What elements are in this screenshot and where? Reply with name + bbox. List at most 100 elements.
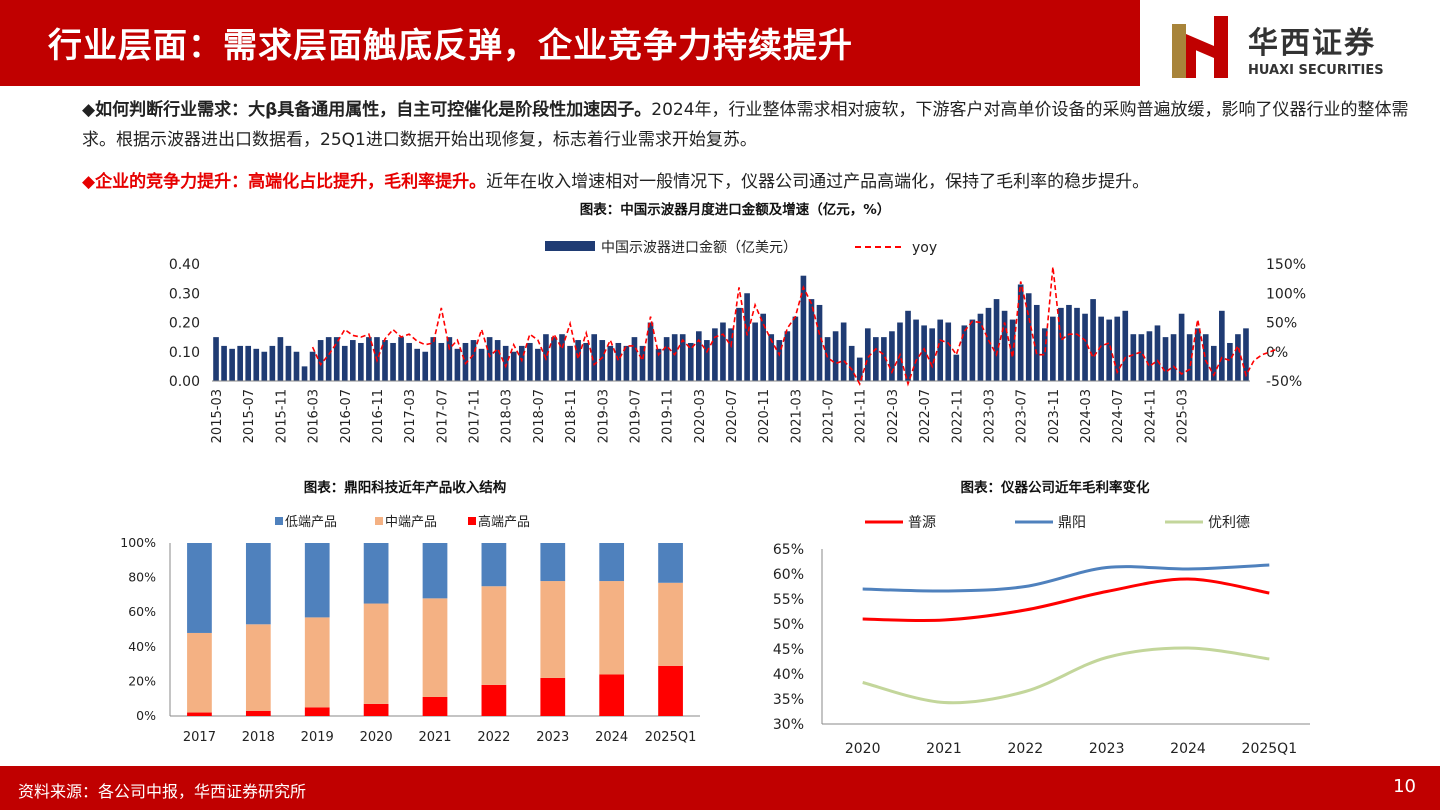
x-tick-label: 2019-07 <box>628 389 643 443</box>
y-right-tick-label: 50% <box>1266 316 1297 332</box>
import-bar <box>824 337 831 381</box>
import-bar <box>768 334 775 381</box>
import-bar <box>591 334 598 381</box>
import-bar <box>599 340 606 381</box>
import-bar <box>752 322 758 381</box>
stack-segment <box>245 624 271 711</box>
import-bar <box>277 337 284 381</box>
series-line <box>862 646 1270 705</box>
bullet-2: ◆企业的竞争力提升：高端化占比提升，毛利率提升。近年在收入增速相对一般情况下，仪… <box>82 167 1422 197</box>
import-bar <box>518 345 525 381</box>
import-bar <box>969 319 976 381</box>
series-line <box>862 577 1270 622</box>
legend-label: 低端产品 <box>285 515 337 530</box>
y-tick-label: 35% <box>773 692 804 708</box>
import-bar <box>406 342 412 381</box>
bullet-body: 2024年，行业整体需求相对疲软，下游客户对高单价设备的采购普遍放缓，影响了仪器… <box>82 100 1409 150</box>
import-bar <box>671 334 678 381</box>
import-bar <box>341 345 348 381</box>
import-bar <box>720 322 726 381</box>
import-bar <box>510 351 517 381</box>
import-bar <box>913 319 919 381</box>
import-bar <box>398 337 404 381</box>
legend-label-yoy: yoy <box>912 240 937 256</box>
bullet-lead: 如何判断行业需求：大β具备通用属性，自主可控催化是阶段性加速因子。 <box>95 100 652 120</box>
import-bar <box>1082 313 1088 381</box>
import-bar <box>615 342 622 381</box>
legend-label: 高端产品 <box>478 514 530 530</box>
x-tick-label: 2021 <box>926 741 962 756</box>
import-bar <box>1162 337 1169 381</box>
x-tick-label: 2015-03 <box>210 389 225 443</box>
legend-label: 鼎阳 <box>1058 515 1086 531</box>
import-bar <box>502 345 509 381</box>
y-tick-label: 60% <box>773 567 804 583</box>
import-bar <box>816 304 823 381</box>
import-bar <box>414 348 421 381</box>
revenue-structure-chart: 低端产品 中端产品 高端产品 0% 20% 40% 60% 80% 100% 2017 2018 20… <box>120 514 700 745</box>
y-tick-label: 80% <box>128 570 156 585</box>
import-bar <box>1227 342 1233 381</box>
footer-bar <box>0 766 1440 810</box>
import-bar <box>1154 325 1161 381</box>
huaxi-logo-icon <box>1172 16 1228 78</box>
import-bar <box>454 348 461 381</box>
x-tick-label: 2025Q1 <box>1242 741 1298 756</box>
import-bar <box>953 354 960 381</box>
import-bar <box>221 345 227 381</box>
y-tick-label: 30% <box>773 717 804 733</box>
stack-segment <box>658 665 683 716</box>
import-bar <box>760 313 767 381</box>
import-bar <box>631 337 638 381</box>
import-bar <box>1170 334 1177 381</box>
source-note: 资料来源：各公司中报，华西证券研究所 <box>18 782 307 801</box>
import-bar <box>776 340 783 381</box>
series-line <box>862 563 1270 593</box>
import-amount-chart: 中国示波器进口金额（亿美元） yoy 0.00 0.10 0.20 0.30 0.40 -50… <box>169 240 1306 443</box>
import-bar <box>1243 328 1249 381</box>
stack-segment <box>540 543 566 582</box>
y-right-tick-label: -50% <box>1266 374 1302 390</box>
stack-segment <box>422 598 448 697</box>
x-tick-label: 2015-07 <box>242 389 257 443</box>
import-bar <box>446 337 453 381</box>
chart-title: 图表：仪器公司近年毛利率变化 <box>960 480 1150 496</box>
import-bar <box>712 328 718 381</box>
stack-segment <box>187 712 212 716</box>
import-bar <box>1074 307 1080 381</box>
x-tick-label: 2022 <box>477 730 510 745</box>
x-tick-label: 2021-07 <box>822 389 837 443</box>
import-bar <box>358 342 364 381</box>
import-bar <box>695 331 702 381</box>
stack-segment <box>481 543 507 587</box>
legend-swatch <box>468 517 476 525</box>
y-left-tick-label: 0.30 <box>169 286 200 302</box>
import-bar <box>237 345 243 381</box>
import-bar <box>494 340 501 381</box>
x-tick-label: 2022 <box>1008 741 1044 756</box>
x-tick-label: 2022-07 <box>918 389 933 443</box>
import-bar <box>864 328 871 381</box>
x-tick-label: 2020 <box>845 741 881 756</box>
stack-segment <box>481 684 507 716</box>
y-tick-label: 45% <box>773 642 804 658</box>
import-bar <box>486 337 493 381</box>
stack-segment <box>363 543 389 604</box>
stack-segment <box>187 632 212 713</box>
y-left-tick-label: 0.00 <box>169 374 200 390</box>
x-tick-label: 2023-03 <box>982 389 997 443</box>
legend-swatch <box>375 517 383 525</box>
import-bar <box>1098 316 1104 381</box>
x-tick-label: 2017-07 <box>435 389 450 443</box>
import-bar <box>462 342 469 381</box>
import-bar <box>366 337 372 381</box>
gross-margin-chart: 普源 鼎阳 优利德 30% 35% 40% 45% 50% 55% 60% 65% 2020 2021 2… <box>773 515 1310 756</box>
import-bar <box>808 299 815 381</box>
import-bar <box>1186 334 1193 381</box>
import-bar <box>1058 307 1064 381</box>
x-tick-label: 2023-07 <box>1015 389 1030 443</box>
x-tick-label: 2022-11 <box>950 389 965 443</box>
y-tick-label: 40% <box>773 667 804 683</box>
x-tick-label: 2018 <box>242 730 275 745</box>
x-tick-label: 2019-11 <box>661 389 676 443</box>
